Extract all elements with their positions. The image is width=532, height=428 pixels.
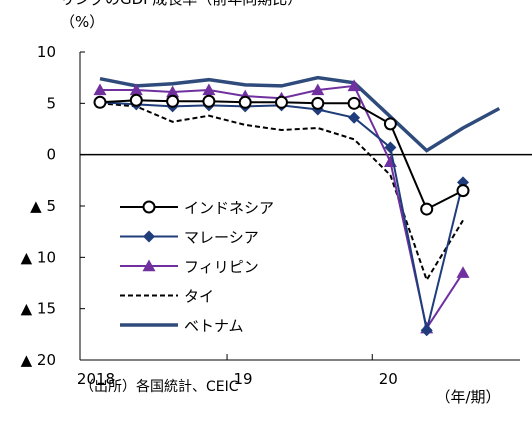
legend-marker <box>142 259 156 272</box>
data-point <box>166 94 180 108</box>
x-tick-label: 19 <box>234 370 253 388</box>
y-tick-label: ▲ 5 <box>30 197 56 215</box>
legend-marker <box>142 200 156 214</box>
y-tick-label: ▲ 10 <box>21 248 56 266</box>
legend-label: ベトナム <box>184 317 244 335</box>
legend-label: タイ <box>184 288 214 306</box>
legend-label: インドネシア <box>184 199 274 217</box>
x-unit-label: （年/期） <box>435 388 500 406</box>
data-point <box>456 266 470 278</box>
data-point <box>311 83 325 96</box>
data-point <box>129 93 143 107</box>
x-tick-label: 20 <box>379 370 398 388</box>
series-line <box>99 102 464 283</box>
data-point <box>420 324 433 337</box>
data-point <box>347 96 361 110</box>
y-tick-label: 10 <box>37 43 56 61</box>
legend-marker <box>143 230 155 243</box>
data-point <box>202 94 216 108</box>
legend-label: マレーシア <box>184 229 259 247</box>
chart-title: リングのGDP成長率（前年同期比） <box>60 0 532 10</box>
legend-label: フィリピン <box>184 258 259 276</box>
data-point <box>202 83 216 96</box>
y-tick-label: ▲ 15 <box>21 300 56 318</box>
data-point <box>93 83 107 96</box>
y-unit-label: （%） <box>60 13 104 31</box>
x-tick-label: 2018 <box>77 370 115 388</box>
y-tick-label: 5 <box>46 94 56 112</box>
series-line <box>99 75 501 153</box>
source-note: （出所）各国統計、CEIC <box>80 379 239 395</box>
data-point <box>420 202 434 216</box>
data-point <box>347 79 361 92</box>
data-point <box>238 95 252 109</box>
y-tick-label: 0 <box>46 146 56 164</box>
data-point <box>348 111 361 124</box>
data-point <box>129 83 143 96</box>
data-point <box>456 184 470 198</box>
data-point <box>311 96 325 110</box>
data-point <box>166 85 180 98</box>
data-point <box>93 95 107 109</box>
data-point <box>275 95 288 109</box>
y-tick-label: ▲ 20 <box>21 351 56 369</box>
data-point <box>384 141 397 154</box>
data-point <box>383 117 397 131</box>
